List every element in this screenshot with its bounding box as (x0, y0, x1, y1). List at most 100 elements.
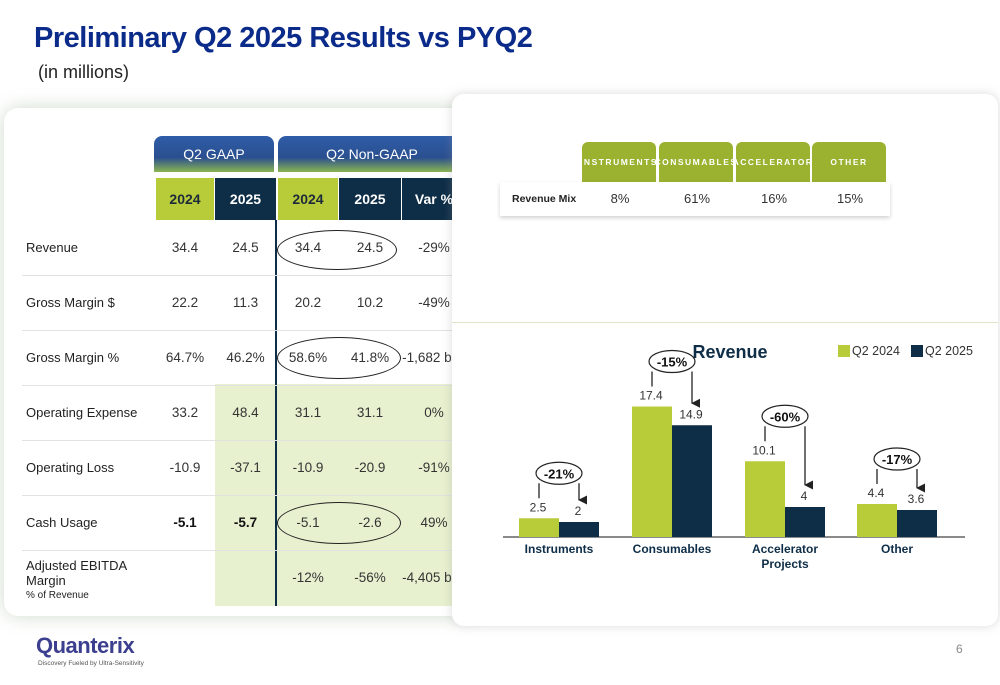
table-cell: -29% (418, 240, 450, 255)
mix-header-accelerator: ACCELERATOR (733, 142, 812, 182)
row-divider (22, 385, 466, 386)
page-subtitle: (in millions) (38, 62, 130, 82)
change-callout-label: -15% (657, 355, 688, 370)
table-cell: -5.1 (173, 515, 197, 530)
row-divider (22, 550, 466, 551)
bar-q2-2024 (857, 504, 897, 537)
bar-value-label: 4 (801, 489, 808, 503)
table-cell: -2.6 (358, 515, 382, 530)
table-cell: 41.8% (350, 350, 390, 365)
bar-q2-2024 (632, 406, 672, 537)
revenue-mix-label: Revenue Mix (512, 193, 577, 205)
table-row-label: Gross Margin % (26, 350, 120, 365)
table-cell: -91% (418, 460, 450, 475)
table-cell: 34.4 (171, 240, 199, 255)
legend-swatch-q2-2025 (911, 345, 923, 357)
table-cell: 10.2 (356, 295, 384, 310)
table-cell: 46.2% (226, 350, 265, 365)
table-cell: 0% (424, 405, 444, 420)
company-tagline: Discovery Fueled by Ultra-Sensitivity (38, 660, 144, 667)
header-gaap-2025: 2025 (215, 178, 276, 220)
legend-label-q2-2024: Q2 2024 (852, 344, 900, 358)
table-cell: -10.9 (169, 460, 201, 475)
header-nongaap-2025: 2025 (339, 178, 401, 220)
legend-swatch-q2-2024 (838, 345, 850, 357)
table-cell: -10.9 (292, 460, 324, 475)
page-title: Preliminary Q2 2025 Results vs PYQ2 (34, 22, 533, 54)
table-row-label-text: Adjusted EBITDA Margin (26, 558, 127, 588)
x-tick-label: Other (881, 542, 913, 556)
table-cell: 24.5 (356, 240, 384, 255)
table-cell: 24.5 (232, 240, 259, 255)
chart-title: Revenue (692, 342, 767, 362)
table-cell: -20.9 (354, 460, 386, 475)
table-row-sublabel: % of Revenue (26, 590, 89, 601)
change-callout-oval (648, 349, 696, 374)
table-cell: 31.1 (294, 405, 322, 420)
mix-value-accelerator: 16% (760, 191, 788, 206)
change-callout-oval (535, 461, 583, 485)
table-cell: -4,405 bps (402, 570, 466, 585)
mix-header-other: OTHER (812, 142, 886, 182)
bar-q2-2024 (745, 461, 785, 537)
table-row-label: Gross Margin $ (26, 295, 115, 310)
x-tick-label: Consumables (633, 542, 712, 556)
table-row-label: Revenue (26, 240, 79, 255)
bar-q2-2025 (785, 507, 825, 537)
bar-value-label: 2 (575, 504, 582, 518)
bar-q2-2025 (559, 522, 599, 537)
revenue-mix-row (500, 182, 890, 216)
header-q2-nongaap: Q2 Non-GAAP (278, 136, 466, 172)
x-tick-label: Instruments (525, 542, 594, 556)
table-cell: 64.7% (165, 350, 205, 365)
bar-q2-2024 (519, 518, 559, 537)
bar-value-label: 2.5 (530, 500, 547, 514)
table-cell: -1,682 bps (402, 350, 466, 365)
bar-value-label: 3.6 (908, 492, 925, 506)
table-row-label: Adjusted EBITDA Margin % of Revenue (26, 558, 136, 603)
x-tick-label: Accelerator Projects (752, 542, 818, 571)
table-cell: 33.2 (171, 405, 199, 420)
gross-margin-pct-highlight-oval (277, 337, 401, 379)
row-divider (22, 440, 466, 441)
header-q2-gaap: Q2 GAAP (154, 136, 274, 172)
table-cell: 34.4 (294, 240, 322, 255)
cash-usage-highlight-oval (277, 502, 401, 544)
gaap-divider-line (275, 220, 277, 606)
change-callout-label: -17% (882, 452, 913, 467)
change-callout-label: -21% (544, 466, 575, 481)
table-cell: -49% (418, 295, 450, 310)
row-divider (22, 330, 466, 331)
bar-q2-2025 (897, 510, 937, 537)
bar-value-label: 17.4 (639, 389, 663, 403)
header-nongaap-2024: 2024 (278, 178, 338, 220)
table-cell: -5.1 (296, 515, 320, 530)
table-cell: -5.7 (233, 515, 258, 530)
bar-q2-2025 (672, 425, 712, 537)
table-row-label: Cash Usage (26, 515, 98, 530)
change-callout-oval (873, 447, 921, 471)
table-cell: 58.6% (288, 350, 328, 365)
legend-label-q2-2025: Q2 2025 (925, 344, 973, 358)
table-cell: -12% (292, 570, 324, 585)
bar-value-label: 14.9 (679, 407, 703, 421)
mix-value-instruments: 8% (610, 191, 630, 206)
table-row-label: Operating Expense (26, 405, 138, 420)
mix-value-other: 15% (836, 191, 864, 206)
results-table-card: Q2 GAAP Q2 Non-GAAP 2024 2025 2024 2025 … (4, 108, 472, 616)
company-logo: Quanterix (36, 633, 135, 658)
table-cell: 20.2 (294, 295, 322, 310)
row-divider (22, 275, 466, 276)
header-gaap-2024: 2024 (156, 178, 214, 220)
table-cell: 48.4 (232, 405, 259, 420)
table-cell: 22.2 (171, 295, 199, 310)
table-cell: -56% (354, 570, 386, 585)
revenue-highlight-oval (277, 230, 397, 270)
table-cell: 11.3 (232, 295, 259, 310)
results-table: Q2 GAAP Q2 Non-GAAP 2024 2025 2024 2025 … (4, 108, 472, 616)
bar-value-label: 10.1 (752, 443, 776, 457)
table-cell: -37.1 (230, 460, 261, 475)
row-divider (22, 495, 466, 496)
page-number: 6 (956, 642, 963, 656)
